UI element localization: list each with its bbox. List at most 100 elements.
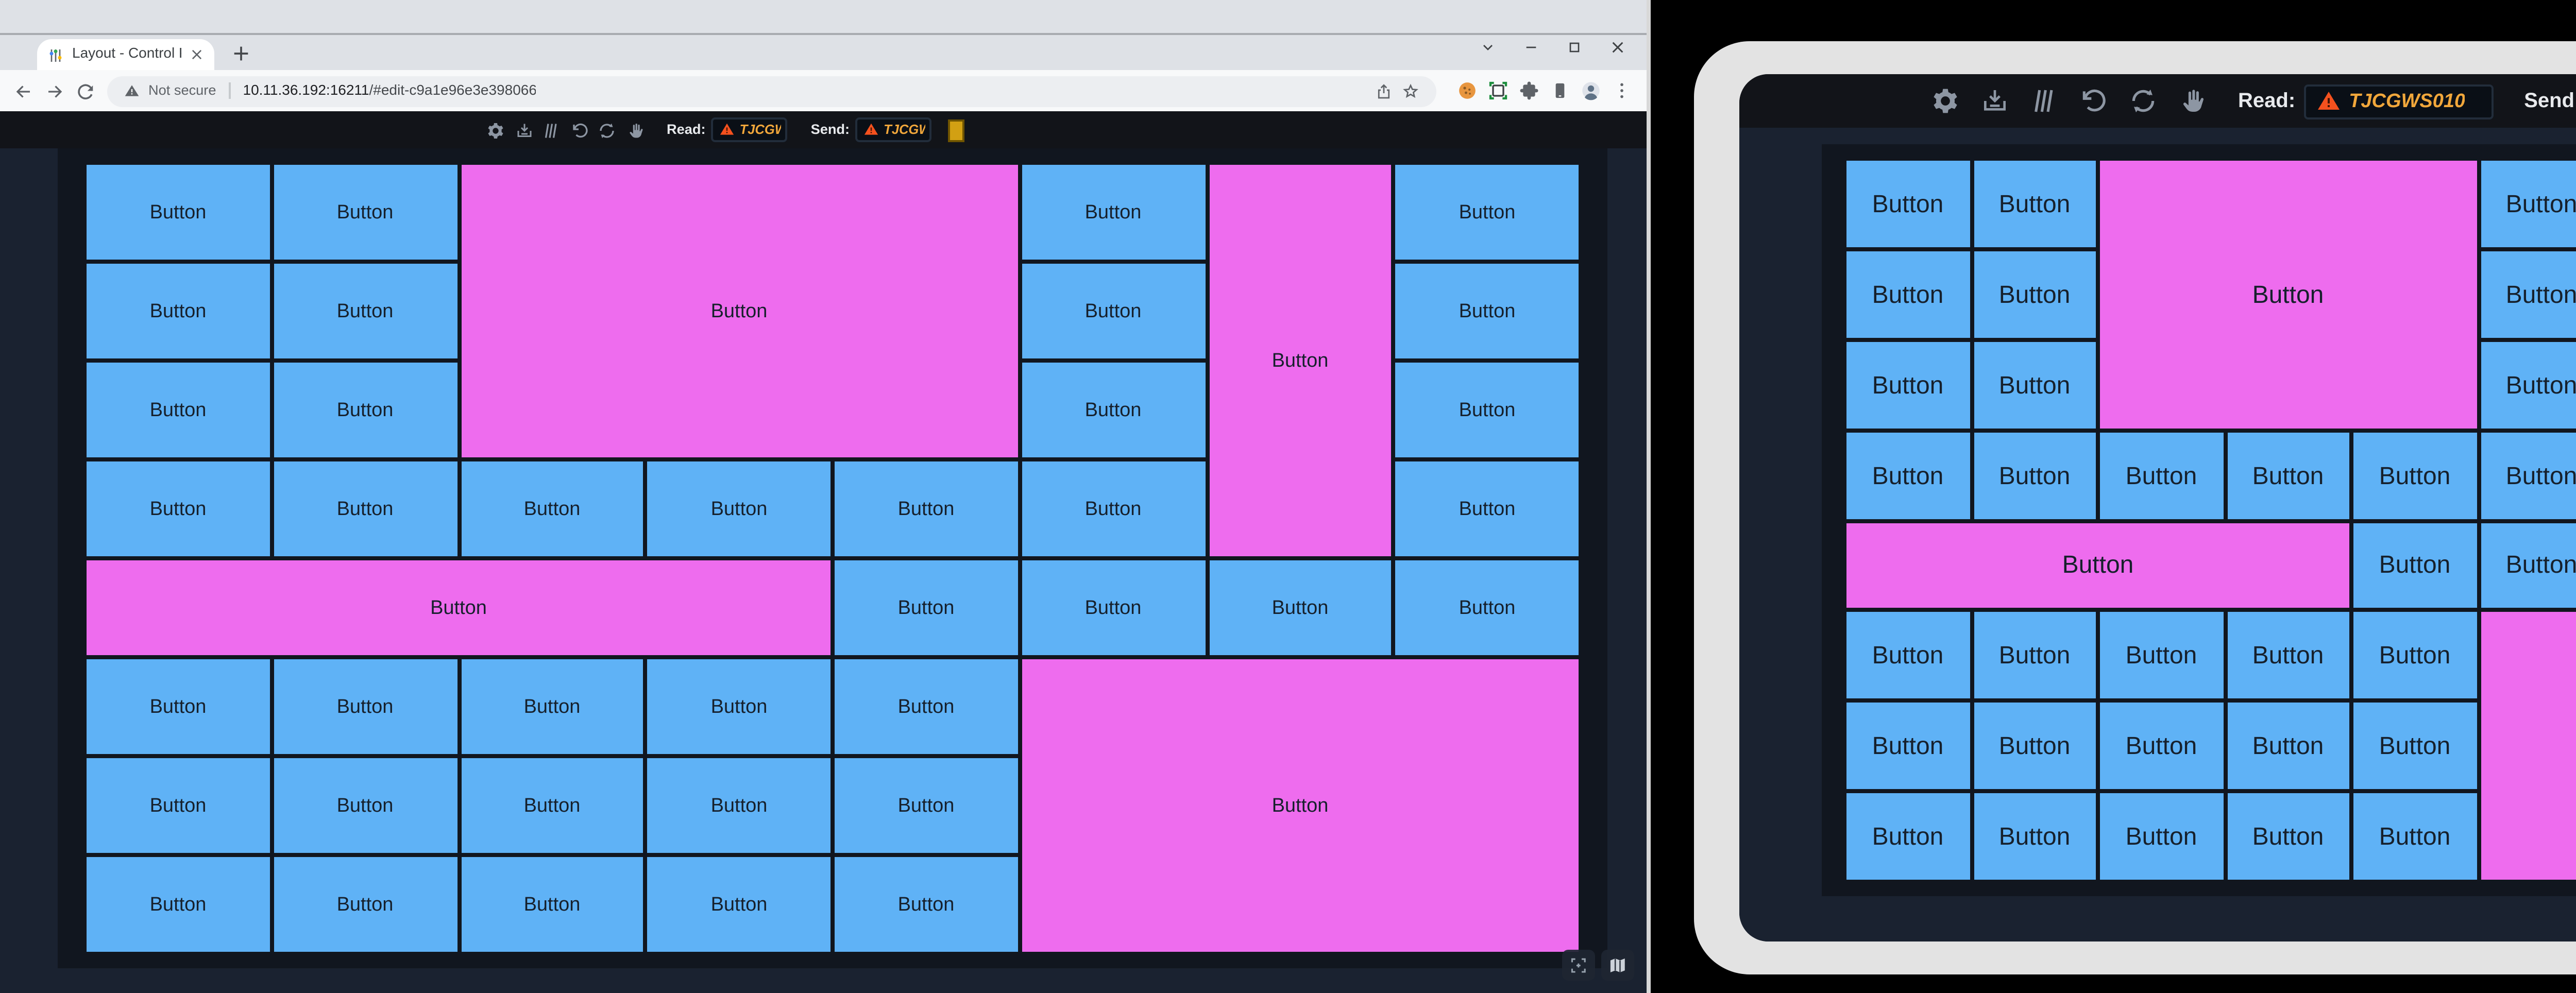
grid-cell-button[interactable]: Button	[1022, 560, 1205, 655]
grid-cell-button[interactable]: Button	[87, 560, 831, 655]
grid-cell-button[interactable]: Button	[2100, 793, 2223, 880]
chevron-down-icon[interactable]	[1480, 39, 1496, 56]
grid-cell-button[interactable]: Button	[835, 461, 1018, 556]
not-secure-icon[interactable]	[124, 82, 140, 99]
grid-cell-button[interactable]: Button	[274, 461, 456, 556]
grid-cell-button[interactable]: Button	[2353, 703, 2476, 790]
forward-button[interactable]	[45, 81, 64, 100]
grid-cell-button[interactable]: Button	[87, 165, 269, 260]
grid-cell-button[interactable]: Button	[1209, 165, 1392, 556]
grid-cell-button[interactable]: Button	[1846, 251, 1969, 337]
grid-cell-button[interactable]: Button	[274, 165, 456, 260]
grid-cell-button[interactable]: Button	[1022, 264, 1205, 358]
grid-cell-button[interactable]: Button	[2353, 612, 2476, 699]
new-tab-button[interactable]	[231, 43, 251, 64]
send-field[interactable]: TJCGWS010	[856, 117, 933, 143]
grid-cell-button[interactable]: Button	[1396, 165, 1579, 260]
back-button[interactable]	[14, 81, 33, 100]
grid-cell-button[interactable]: Button	[2480, 341, 2576, 428]
columns-icon[interactable]	[542, 121, 561, 139]
grid-cell-button[interactable]: Button	[274, 758, 456, 853]
read-field[interactable]: TJCGWS010	[2303, 83, 2494, 118]
grid-cell-button[interactable]: Button	[2480, 522, 2576, 609]
grid-cell-button[interactable]: Button	[1846, 161, 1969, 247]
grid-cell-button[interactable]: Button	[1973, 612, 2096, 699]
grid-cell-button[interactable]: Button	[274, 264, 456, 358]
grid-cell-button[interactable]: Button	[87, 363, 269, 457]
grid-cell-button[interactable]: Button	[1973, 432, 2096, 518]
grid-cell-button[interactable]: Button	[2353, 432, 2476, 518]
grid-cell-button[interactable]: Button	[87, 264, 269, 358]
map-icon[interactable]	[1601, 950, 1634, 981]
grid-cell-button[interactable]: Button	[2100, 432, 2223, 518]
grid-cell-button[interactable]: Button	[1022, 659, 1579, 952]
tab-close-icon[interactable]	[190, 47, 204, 62]
grid-cell-button[interactable]: Button	[2480, 432, 2576, 518]
grid-cell-button[interactable]: Button	[1209, 560, 1392, 655]
grid-cell-button[interactable]: Button	[1973, 703, 2096, 790]
grid-cell-button[interactable]: Button	[2480, 161, 2576, 247]
grid-cell-button[interactable]: Button	[87, 857, 269, 952]
grid-cell-button[interactable]: Button	[2227, 793, 2349, 880]
grid-cell-button[interactable]: Button	[1846, 612, 1969, 699]
grid-cell-button[interactable]: Button	[461, 857, 643, 952]
grid-cell-button[interactable]: Button	[461, 758, 643, 853]
grid-cell-button[interactable]: Button	[87, 758, 269, 853]
refresh-icon[interactable]	[598, 121, 616, 139]
grid-cell-button[interactable]: Button	[2353, 793, 2476, 880]
grid-cell-button[interactable]: Button	[1973, 161, 2096, 247]
grid-cell-button[interactable]: Button	[2100, 612, 2223, 699]
browser-tab[interactable]: Layout - Control Panel	[37, 39, 214, 70]
grid-cell-button[interactable]: Button	[1846, 522, 2349, 609]
pan-icon[interactable]	[2178, 87, 2207, 115]
grid-cell-button[interactable]: Button	[835, 758, 1018, 853]
grid-cell-button[interactable]: Button	[648, 758, 831, 853]
grid-cell-button[interactable]: Button	[274, 659, 456, 754]
grid-cell-button[interactable]: Button	[2227, 612, 2349, 699]
grid-cell-button[interactable]: Button	[2353, 522, 2476, 609]
grid-cell-button[interactable]: Button	[2227, 703, 2349, 790]
grid-cell-button[interactable]: Button	[648, 659, 831, 754]
pan-icon[interactable]	[625, 121, 644, 139]
grid-cell-button[interactable]: Button	[1022, 461, 1205, 556]
grid-cell-button[interactable]: Button	[648, 461, 831, 556]
close-icon[interactable]	[1609, 39, 1626, 56]
maximize-icon[interactable]	[1566, 39, 1583, 56]
grid-cell-button[interactable]: Button	[1973, 341, 2096, 428]
grid-cell-button[interactable]: Button	[87, 461, 269, 556]
refresh-icon[interactable]	[2129, 87, 2158, 115]
share-icon[interactable]	[1375, 81, 1393, 100]
grid-cell-button[interactable]: Button	[835, 659, 1018, 754]
grid-cell-button[interactable]: Button	[461, 659, 643, 754]
grid-cell-button[interactable]: Button	[835, 560, 1018, 655]
bookmark-star-icon[interactable]	[1401, 81, 1420, 100]
grid-cell-button[interactable]: Button	[835, 857, 1018, 952]
grid-cell-button[interactable]: Button	[648, 857, 831, 952]
grid-cell-button[interactable]: Button	[87, 659, 269, 754]
grid-cell-button[interactable]: Button	[2480, 251, 2576, 337]
capture-icon[interactable]	[1488, 80, 1509, 101]
grid-cell-button[interactable]: Button	[2100, 161, 2476, 428]
color-swatch-button[interactable]	[948, 118, 965, 141]
minimize-icon[interactable]	[1523, 39, 1539, 56]
columns-icon[interactable]	[2030, 87, 2059, 115]
undo-icon[interactable]	[2079, 87, 2108, 115]
cookie-icon[interactable]	[1457, 80, 1478, 101]
download-icon[interactable]	[514, 121, 533, 139]
grid-cell-button[interactable]: Button	[1846, 341, 1969, 428]
grid-cell-button[interactable]: Button	[1846, 703, 1969, 790]
fit-view-icon[interactable]	[1562, 950, 1595, 981]
menu-dots-icon[interactable]	[1612, 80, 1632, 101]
download-icon[interactable]	[1980, 87, 2009, 115]
grid-cell-button[interactable]: Button	[1022, 363, 1205, 457]
grid-cell-button[interactable]: Button	[1973, 251, 2096, 337]
settings-icon[interactable]	[486, 121, 505, 139]
grid-cell-button[interactable]: Button	[1396, 461, 1579, 556]
device-icon[interactable]	[1550, 80, 1570, 101]
grid-cell-button[interactable]: Button	[1846, 793, 1969, 880]
grid-cell-button[interactable]: Button	[274, 363, 456, 457]
grid-cell-button[interactable]: Button	[2100, 703, 2223, 790]
grid-cell-button[interactable]: Button	[1396, 264, 1579, 358]
grid-cell-button[interactable]: Button	[1022, 165, 1205, 260]
puzzle-icon[interactable]	[1519, 80, 1539, 101]
